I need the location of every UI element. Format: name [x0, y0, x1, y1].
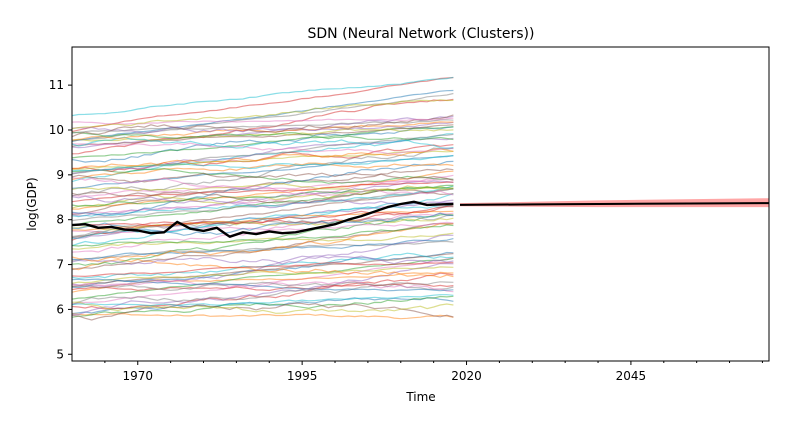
x-tick-label: 2020	[451, 369, 482, 383]
country-series-line	[71, 136, 454, 149]
forecast-layer	[459, 198, 770, 208]
highlight-series-line	[71, 200, 454, 238]
country-series-line	[71, 181, 454, 203]
country-series-line	[71, 148, 454, 170]
country-series-line	[71, 195, 454, 209]
highlight-layer	[71, 200, 454, 238]
country-series-line	[71, 155, 454, 172]
country-series-line	[71, 224, 454, 247]
country-series-line	[71, 115, 454, 135]
x-tick-label: 2045	[616, 369, 647, 383]
country-series-line	[71, 253, 454, 287]
country-series-line	[71, 297, 454, 315]
x-axis-label: Time	[405, 390, 435, 404]
background-series	[71, 76, 454, 321]
country-series-line	[71, 177, 454, 197]
country-series-line	[71, 137, 454, 174]
y-axis: 5 6 7 8 9 10 11	[49, 78, 72, 361]
country-series-line	[71, 261, 454, 278]
country-series-line	[71, 119, 454, 134]
y-tick-label: 11	[49, 78, 64, 92]
y-tick-label: 6	[56, 302, 64, 316]
country-series-line	[71, 258, 454, 279]
y-tick-label: 9	[56, 168, 64, 182]
forecast-mean-line	[459, 202, 770, 206]
chart-title: SDN (Neural Network (Clusters))	[308, 26, 535, 42]
y-tick-label: 7	[56, 258, 64, 272]
country-series-line	[71, 283, 454, 305]
country-series-line	[71, 185, 454, 218]
x-tick-label: 1970	[122, 369, 153, 383]
country-series-line	[71, 263, 454, 316]
country-series-line	[71, 183, 454, 192]
country-series-line	[71, 217, 454, 232]
country-series-line	[71, 278, 454, 292]
country-series-line	[71, 172, 454, 183]
country-series-line	[71, 162, 454, 181]
country-series-line	[71, 295, 454, 318]
country-series-line	[71, 205, 454, 227]
country-series-line	[71, 266, 454, 284]
country-series-line	[71, 147, 454, 197]
x-axis: 1970 1995 2020 2045	[104, 361, 763, 383]
country-series-line	[71, 234, 454, 288]
country-series-line	[71, 302, 454, 321]
country-series-line	[71, 294, 454, 307]
country-series-line	[71, 281, 454, 291]
country-series-line	[71, 77, 454, 133]
y-axis-label: log(GDP)	[25, 177, 39, 230]
country-series-line	[71, 301, 454, 314]
country-series-line	[71, 184, 454, 227]
country-series-line	[71, 76, 454, 117]
country-series-line	[72, 210, 454, 231]
y-tick-label: 5	[56, 347, 64, 361]
country-series-line	[71, 232, 454, 250]
y-tick-label: 8	[56, 213, 64, 227]
plot-area	[71, 46, 770, 362]
country-series-line	[72, 131, 454, 141]
country-series-line	[71, 312, 454, 320]
country-series-line	[71, 99, 454, 130]
country-series-line	[71, 142, 454, 155]
country-series-line	[71, 222, 454, 262]
x-tick-label: 1995	[287, 369, 318, 383]
y-tick-label: 10	[49, 123, 64, 137]
